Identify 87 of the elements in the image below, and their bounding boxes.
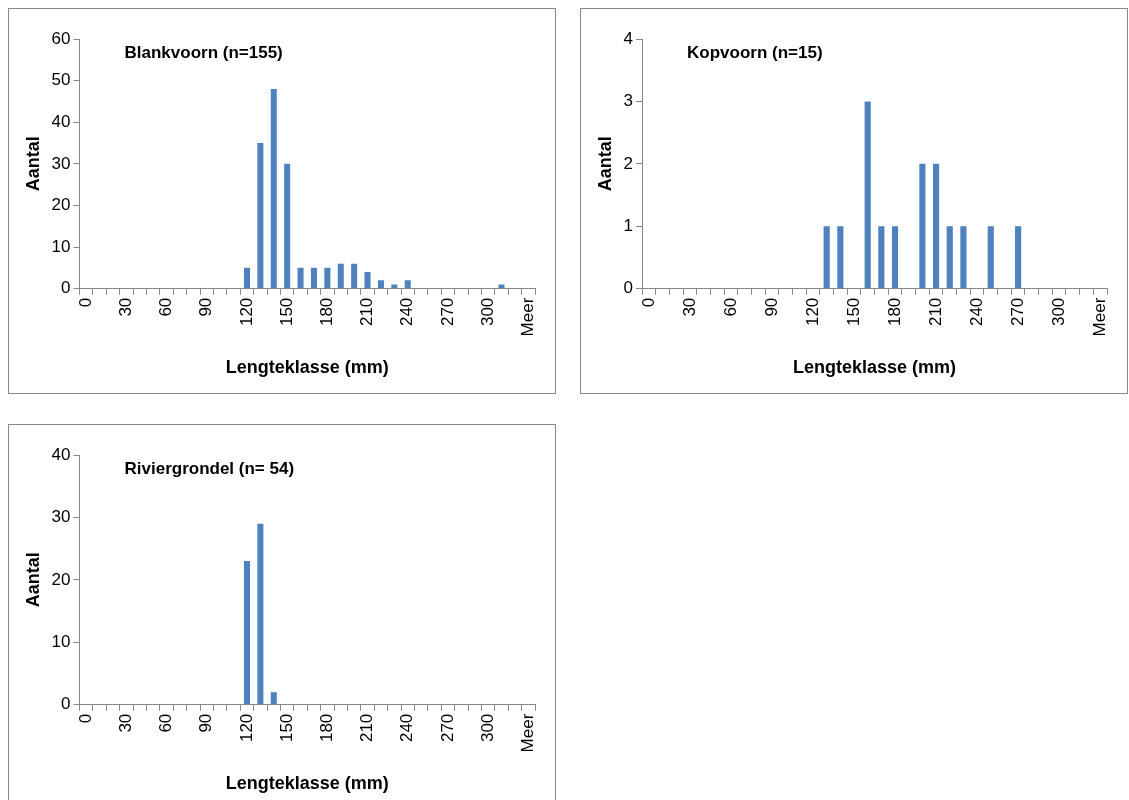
x-tick-label: 60 <box>720 297 740 317</box>
y-tick-label: 20 <box>51 195 71 215</box>
bar <box>891 226 899 289</box>
x-tick-label: 210 <box>357 297 377 327</box>
x-axis-title: Lengteklasse (mm) <box>225 357 389 378</box>
x-tick-label: 0 <box>638 297 658 308</box>
x-tick-label: 150 <box>276 713 296 743</box>
bar <box>878 226 885 289</box>
y-axis-title: Aantal <box>22 552 43 608</box>
bar <box>946 226 953 289</box>
x-tick-label: 30 <box>116 713 136 733</box>
x-tick-label: 180 <box>884 297 904 327</box>
x-tick-label: 120 <box>802 297 822 327</box>
y-axis-title: Aantal <box>22 136 43 192</box>
x-tick-label: 210 <box>925 297 945 327</box>
x-tick-label: 60 <box>156 297 176 317</box>
y-tick-label: 40 <box>51 111 71 131</box>
x-tick-label: 300 <box>1048 297 1068 327</box>
y-tick-label: 50 <box>51 70 71 90</box>
bar <box>364 272 371 289</box>
bar <box>297 267 304 289</box>
x-tick-label: 180 <box>317 297 337 327</box>
bar <box>243 267 250 289</box>
y-tick-label: 30 <box>51 153 71 173</box>
x-tick-label: 270 <box>437 297 457 327</box>
x-axis-title: Lengteklasse (mm) <box>225 773 389 794</box>
x-tick-label: 270 <box>437 713 457 743</box>
y-tick-label: 1 <box>623 215 634 235</box>
bar <box>377 280 384 289</box>
bar <box>987 226 994 289</box>
y-tick-label: 30 <box>51 507 71 527</box>
bar <box>919 163 926 289</box>
bar <box>310 267 317 289</box>
x-tick-label: 90 <box>196 713 216 733</box>
y-tick-label: 0 <box>61 694 71 714</box>
chart-title: Kopvoorn (n=15) <box>687 42 823 62</box>
chart-title: Blankvoorn (n=155) <box>124 42 283 62</box>
bar <box>243 561 250 705</box>
y-tick-label: 60 <box>51 28 71 48</box>
x-tick-label: 240 <box>397 297 417 327</box>
y-tick-label: 2 <box>623 153 634 173</box>
x-tick-label: 120 <box>236 713 256 743</box>
chart-title: Riviergrondel (n= 54) <box>124 458 295 478</box>
bar <box>932 163 940 289</box>
x-tick-label: 180 <box>317 713 337 743</box>
y-tick-label: 4 <box>623 28 634 48</box>
bar <box>324 267 331 289</box>
x-tick-label: 30 <box>116 297 136 317</box>
y-axis-title: Aantal <box>594 136 615 192</box>
x-tick-label: 0 <box>75 713 95 724</box>
bar <box>257 523 264 705</box>
x-tick-label: 0 <box>75 297 95 308</box>
bar <box>404 280 411 289</box>
bar <box>1015 226 1022 289</box>
x-tick-label: 300 <box>477 297 497 327</box>
x-tick-label: 30 <box>679 297 699 317</box>
x-tick-label: 90 <box>196 297 216 317</box>
y-tick-label: 40 <box>51 444 71 464</box>
x-tick-label: 150 <box>843 297 863 327</box>
x-tick-label: 240 <box>966 297 986 327</box>
bar <box>837 226 844 289</box>
x-tick-label: 270 <box>1007 297 1027 327</box>
x-tick-label: 120 <box>236 297 256 327</box>
x-tick-label: 300 <box>477 713 497 743</box>
bar <box>864 101 871 289</box>
bar <box>284 163 291 289</box>
bar <box>270 88 277 289</box>
x-tick-label: 150 <box>276 297 296 327</box>
bar <box>823 226 830 289</box>
y-tick-label: 10 <box>51 236 71 256</box>
y-tick-label: 3 <box>623 91 634 111</box>
x-tick-label: 210 <box>357 713 377 743</box>
x-tick-label: Meer <box>517 713 537 753</box>
y-tick-label: 10 <box>51 631 71 651</box>
bar <box>960 226 967 289</box>
x-tick-label: 60 <box>156 713 176 733</box>
bar <box>351 263 358 289</box>
y-tick-label: 20 <box>51 569 71 589</box>
x-tick-label: Meer <box>517 297 537 337</box>
bar <box>498 284 505 289</box>
x-tick-label: 240 <box>397 713 417 743</box>
x-tick-label: 90 <box>761 297 781 317</box>
x-tick-label: Meer <box>1089 297 1109 337</box>
bar <box>257 143 264 289</box>
bar <box>270 692 277 705</box>
x-axis-title: Lengteklasse (mm) <box>793 357 957 378</box>
bar <box>337 263 344 289</box>
